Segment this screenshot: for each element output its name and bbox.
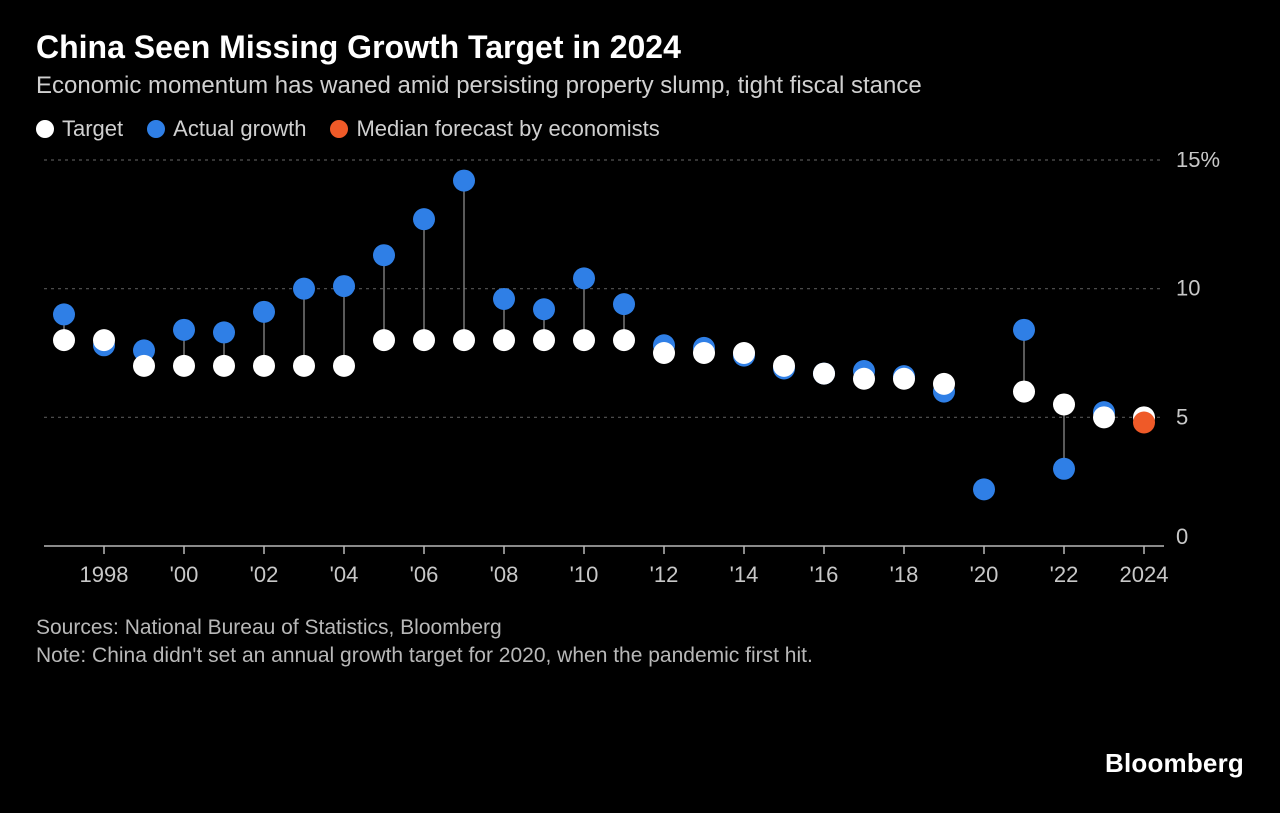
chart-footer: Sources: National Bureau of Statistics, … — [36, 614, 916, 671]
legend-dot-target — [36, 120, 54, 138]
brand-label: Bloomberg — [1105, 748, 1244, 779]
svg-text:5: 5 — [1176, 404, 1188, 429]
svg-text:15%: 15% — [1176, 152, 1220, 172]
note-line: Note: China didn't set an annual growth … — [36, 642, 916, 670]
svg-text:'22: '22 — [1050, 562, 1079, 587]
svg-text:'06: '06 — [410, 562, 439, 587]
legend-label-forecast: Median forecast by economists — [356, 116, 659, 142]
svg-text:'18: '18 — [890, 562, 919, 587]
legend-item-target: Target — [36, 116, 123, 142]
svg-text:'04: '04 — [330, 562, 359, 587]
chart-subtitle: Economic momentum has waned amid persist… — [36, 70, 1244, 101]
legend-item-forecast: Median forecast by economists — [330, 116, 659, 142]
svg-text:2024: 2024 — [1120, 562, 1169, 587]
svg-text:'00: '00 — [170, 562, 199, 587]
svg-text:10: 10 — [1176, 275, 1200, 300]
svg-text:'08: '08 — [490, 562, 519, 587]
svg-text:1998: 1998 — [80, 562, 129, 587]
sources-line: Sources: National Bureau of Statistics, … — [36, 614, 916, 642]
svg-text:'14: '14 — [730, 562, 759, 587]
svg-text:'12: '12 — [650, 562, 679, 587]
chart-svg: 0 5 10 15% 1998 '00 '02 '04 '06 '08 '10 '12 '14 '16 '1… — [36, 152, 1244, 602]
legend-label-target: Target — [62, 116, 123, 142]
legend-dot-actual — [147, 120, 165, 138]
svg-text:'02: '02 — [250, 562, 279, 587]
legend-dot-forecast — [330, 120, 348, 138]
chart-title: China Seen Missing Growth Target in 2024 — [36, 28, 1244, 66]
legend-label-actual: Actual growth — [173, 116, 306, 142]
chart-area: 0 5 10 15% 1998 '00 '02 '04 '06 '08 '10 '12 '14 '16 '1… — [36, 152, 1244, 602]
svg-text:0: 0 — [1176, 524, 1188, 549]
svg-text:'16: '16 — [810, 562, 839, 587]
legend: Target Actual growth Median forecast by … — [36, 116, 1244, 142]
svg-text:'20: '20 — [970, 562, 999, 587]
svg-text:'10: '10 — [570, 562, 599, 587]
legend-item-actual: Actual growth — [147, 116, 306, 142]
